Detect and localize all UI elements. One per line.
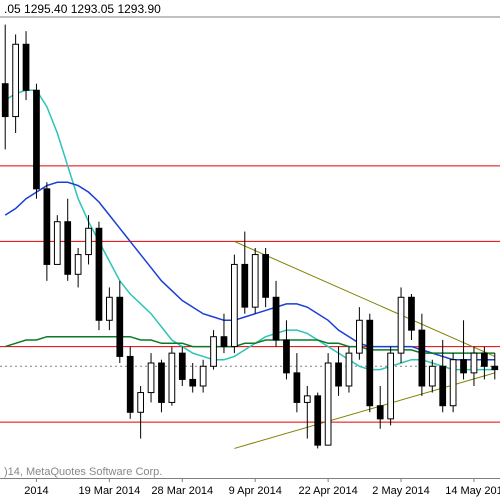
svg-text:2 May 2014: 2 May 2014 <box>372 485 429 497</box>
candlestick-chart: .05 1295.40 1293.05 1293.90 )14, MetaQuo… <box>0 0 500 500</box>
svg-text:9 Apr 2014: 9 Apr 2014 <box>229 485 282 497</box>
chart-canvas: 2014 19 Mar 2014 28 Mar 2014 9 Apr 2014 22 A… <box>0 0 500 500</box>
svg-text:19 Mar 2014: 19 Mar 2014 <box>78 485 140 497</box>
svg-text:28 Mar 2014: 28 Mar 2014 <box>151 485 213 497</box>
svg-text:22 Apr 2014: 22 Apr 2014 <box>298 485 357 497</box>
copyright-footer: )14, MetaQuotes Software Corp. <box>4 466 162 478</box>
svg-text:2014: 2014 <box>24 485 48 497</box>
ohlc-header: .05 1295.40 1293.05 1293.90 <box>4 2 161 16</box>
svg-text:14 May 201: 14 May 201 <box>445 485 500 497</box>
